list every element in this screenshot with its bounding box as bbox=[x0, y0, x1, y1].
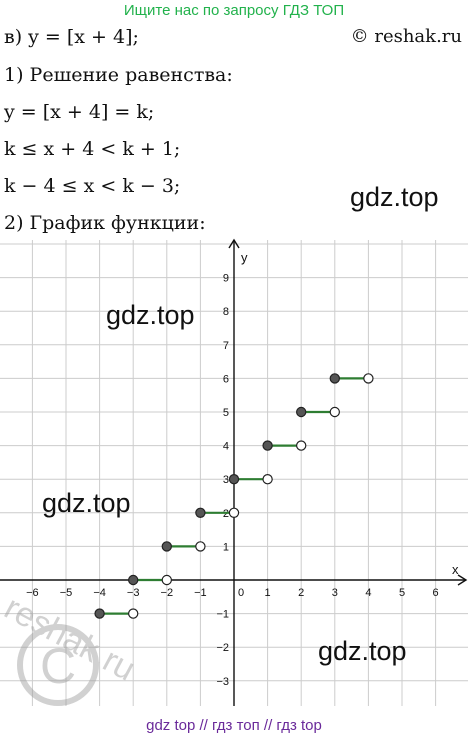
closed-endpoint bbox=[195, 507, 206, 518]
y-tick-label: 9 bbox=[223, 273, 229, 285]
y-tick-label: 5 bbox=[223, 407, 229, 419]
y-tick-label: 3 bbox=[223, 474, 229, 486]
open-endpoint bbox=[161, 574, 172, 586]
origin-label: 0 bbox=[238, 587, 244, 599]
x-tick-label: 4 bbox=[365, 587, 371, 599]
copyright-mark: © reshak.ru bbox=[350, 26, 462, 47]
step2-title: 2) График функции: bbox=[4, 212, 206, 234]
y-tick-label: −2 bbox=[216, 642, 229, 654]
x-tick-label: 1 bbox=[265, 587, 271, 599]
y-tick-label: 1 bbox=[223, 541, 229, 553]
y-tick-label: 6 bbox=[223, 373, 229, 385]
open-endpoint bbox=[127, 608, 139, 619]
x-tick-label: 6 bbox=[433, 587, 439, 599]
y-tick-label: −1 bbox=[216, 609, 229, 621]
x-tick-label: 3 bbox=[332, 587, 338, 599]
watermark-gdz-1: gdz.top bbox=[350, 182, 439, 212]
open-endpoint bbox=[363, 373, 374, 384]
step1-title: 1) Решение равенства: bbox=[4, 64, 233, 86]
y-tick-label: 4 bbox=[223, 441, 229, 453]
open-endpoint bbox=[228, 507, 240, 518]
y-tick-label: 8 bbox=[223, 306, 229, 318]
open-endpoint bbox=[262, 474, 273, 485]
watermark-gdz-4: gdz.top bbox=[318, 636, 407, 666]
x-tick-label: −6 bbox=[26, 587, 39, 599]
axes: xy bbox=[0, 238, 468, 706]
closed-endpoint bbox=[94, 608, 105, 619]
reshak-watermark-logo: C reshak.ru bbox=[0, 589, 141, 706]
equation-line-2: k ≤ x + 4 < k + 1; bbox=[4, 138, 181, 160]
x-axis-arrow bbox=[457, 574, 468, 586]
y-tick-label: −3 bbox=[216, 676, 229, 688]
task-equation: в) y = [x + 4]; bbox=[4, 26, 139, 48]
x-tick-label: 2 bbox=[298, 587, 304, 599]
closed-endpoint bbox=[329, 373, 340, 384]
y-tick-label: 7 bbox=[223, 340, 229, 352]
closed-endpoint bbox=[296, 406, 307, 418]
y-axis-label: y bbox=[241, 250, 248, 265]
closed-endpoint bbox=[262, 440, 273, 451]
x-tick-label: −3 bbox=[127, 587, 140, 599]
open-endpoint bbox=[195, 541, 206, 552]
equation-line-1: y = [x + 4] = k; bbox=[4, 101, 155, 123]
x-tick-label: −2 bbox=[161, 587, 174, 599]
watermark-gdz-2: gdz.top bbox=[106, 300, 195, 330]
y-axis-arrow bbox=[228, 238, 240, 249]
equation-line-3: k − 4 ≤ x < k − 3; bbox=[4, 175, 181, 197]
x-tick-label: −4 bbox=[93, 587, 106, 599]
x-tick-label: −5 bbox=[60, 587, 73, 599]
closed-endpoint bbox=[161, 541, 172, 552]
x-tick-label: −1 bbox=[194, 587, 207, 599]
top-banner: Ищите нас по запросу ГДЗ ТОП bbox=[123, 2, 345, 19]
closed-endpoint bbox=[127, 574, 139, 586]
bottom-banner: gdz top // гдз топ // гдз top bbox=[146, 717, 322, 734]
svg-text:C: C bbox=[40, 638, 76, 694]
watermark-gdz-3: gdz.top bbox=[42, 488, 131, 518]
open-endpoint bbox=[296, 440, 307, 451]
x-tick-label: 5 bbox=[399, 587, 405, 599]
closed-endpoint bbox=[228, 474, 240, 485]
x-axis-label: x bbox=[452, 562, 459, 577]
step-segments bbox=[94, 373, 374, 619]
open-endpoint bbox=[329, 406, 340, 418]
